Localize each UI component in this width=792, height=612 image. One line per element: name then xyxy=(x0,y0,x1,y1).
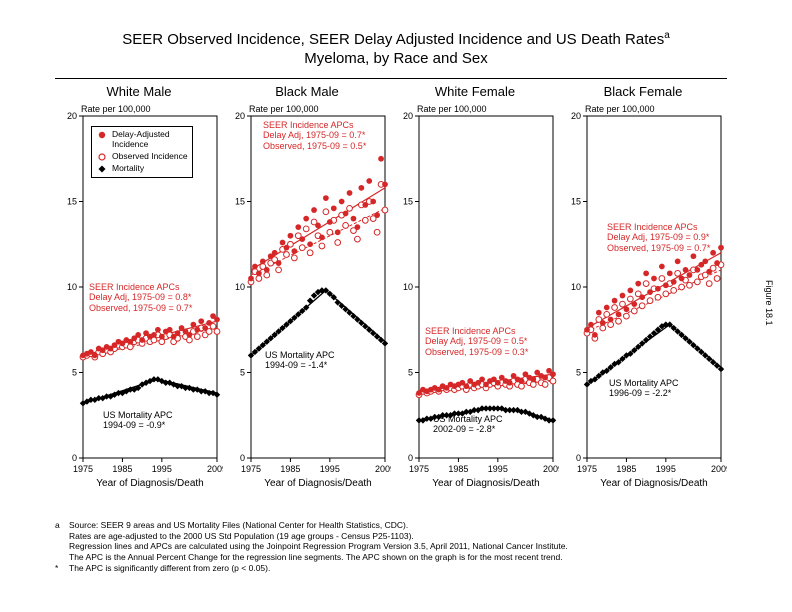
legend-label: Mortality xyxy=(112,164,144,174)
title-line2: Myeloma, by Race and Sex xyxy=(304,50,487,67)
svg-text:20: 20 xyxy=(67,111,77,121)
svg-text:10: 10 xyxy=(235,282,245,292)
diamond-icon xyxy=(96,164,108,174)
fn-a-0: Source: SEER 9 areas and US Mortality Fi… xyxy=(69,520,408,531)
panel-title: White Male xyxy=(55,82,223,101)
svg-text:2009: 2009 xyxy=(711,464,727,474)
svg-text:Rate per 100,000: Rate per 100,000 xyxy=(417,104,487,114)
side-caption: Figure 18.1 xyxy=(764,280,774,326)
svg-text:Rate per 100,000: Rate per 100,000 xyxy=(249,104,319,114)
panel-title: Black Male xyxy=(223,82,391,101)
legend-item: Observed Incidence xyxy=(96,152,188,162)
svg-text:1995: 1995 xyxy=(320,464,340,474)
incidence-apc-annot: SEER Incidence APCsDelay Adj, 1975-09 = … xyxy=(263,120,366,151)
mortality-apc-annot: US Mortality APC1996-09 = -2.2* xyxy=(609,378,679,399)
mortality-apc-annot: US Mortality APC2002-09 = -2.8* xyxy=(433,414,503,435)
fn-a-1: Rates are age-adjusted to the 2000 US St… xyxy=(69,531,414,542)
panel-3: Black Female 0 5 10 15 20 1975 1985 1995 2009 Rate… xyxy=(559,82,727,512)
svg-text:5: 5 xyxy=(408,368,413,378)
svg-text:1985: 1985 xyxy=(112,464,132,474)
footnotes: aSource: SEER 9 areas and US Mortality F… xyxy=(55,520,737,573)
svg-text:20: 20 xyxy=(235,111,245,121)
plot-svg: 0 5 10 15 20 1975 1985 1995 2009 Rate per 100,000… xyxy=(223,100,391,492)
svg-text:0: 0 xyxy=(576,453,581,463)
svg-text:5: 5 xyxy=(576,368,581,378)
svg-text:2009: 2009 xyxy=(375,464,391,474)
svg-text:15: 15 xyxy=(67,197,77,207)
legend-item: Mortality xyxy=(96,164,188,174)
legend-item: Delay-Adjusted Incidence xyxy=(96,130,188,150)
svg-text:Year of Diagnosis/Death: Year of Diagnosis/Death xyxy=(96,478,203,489)
svg-text:20: 20 xyxy=(571,111,581,121)
plot-svg: 0 5 10 15 20 1975 1985 1995 2009 Rate per 100,000… xyxy=(559,100,727,492)
svg-text:Rate per 100,000: Rate per 100,000 xyxy=(585,104,655,114)
filled-circle-icon xyxy=(96,130,108,140)
legend: Delay-Adjusted Incidence Observed Inciden… xyxy=(91,126,193,178)
svg-text:Year of Diagnosis/Death: Year of Diagnosis/Death xyxy=(600,478,707,489)
fn-star: The APC is significantly different from … xyxy=(69,563,270,574)
incidence-apc-annot: SEER Incidence APCsDelay Adj, 1975-09 = … xyxy=(607,222,710,253)
svg-text:15: 15 xyxy=(403,197,413,207)
svg-text:1975: 1975 xyxy=(409,464,429,474)
panel-2: White Female 0 5 10 15 20 1975 1985 1995 2009 Rate… xyxy=(391,82,559,512)
panel-title: Black Female xyxy=(559,82,727,101)
svg-text:0: 0 xyxy=(72,453,77,463)
svg-text:Year of Diagnosis/Death: Year of Diagnosis/Death xyxy=(432,478,539,489)
svg-text:1985: 1985 xyxy=(448,464,468,474)
svg-text:5: 5 xyxy=(72,368,77,378)
svg-text:0: 0 xyxy=(408,453,413,463)
panel-1: Black Male 0 5 10 15 20 1975 1985 1995 2009 Rate p… xyxy=(223,82,391,512)
page-title: SEER Observed Incidence, SEER Delay Adju… xyxy=(60,30,732,69)
svg-text:1975: 1975 xyxy=(241,464,261,474)
svg-text:5: 5 xyxy=(240,368,245,378)
mortality-apc-annot: US Mortality APC1994-09 = -1.4* xyxy=(265,350,335,371)
svg-text:20: 20 xyxy=(403,111,413,121)
svg-text:1985: 1985 xyxy=(616,464,636,474)
legend-label: Observed Incidence xyxy=(112,152,188,162)
svg-text:1995: 1995 xyxy=(488,464,508,474)
incidence-apc-annot: SEER Incidence APCsDelay Adj, 1975-09 = … xyxy=(89,282,192,313)
svg-text:2009: 2009 xyxy=(543,464,559,474)
title-sup: a xyxy=(664,30,670,41)
svg-text:15: 15 xyxy=(571,197,581,207)
svg-text:10: 10 xyxy=(67,282,77,292)
svg-text:2009: 2009 xyxy=(207,464,223,474)
legend-label: Delay-Adjusted Incidence xyxy=(112,130,188,150)
panels-container: White Male 0 5 10 15 20 1975 1985 1995 2009 Rate p… xyxy=(55,82,727,512)
fn-a-2: Regression lines and APCs are calculated… xyxy=(69,541,568,552)
title-rule xyxy=(55,78,727,79)
svg-text:0: 0 xyxy=(240,453,245,463)
svg-text:1975: 1975 xyxy=(73,464,93,474)
svg-text:10: 10 xyxy=(571,282,581,292)
svg-text:1985: 1985 xyxy=(280,464,300,474)
open-circle-icon xyxy=(96,152,108,162)
title-line1: SEER Observed Incidence, SEER Delay Adju… xyxy=(122,31,664,48)
svg-text:1995: 1995 xyxy=(656,464,676,474)
mortality-apc-annot: US Mortality APC1994-09 = -0.9* xyxy=(103,410,173,431)
svg-text:Year of Diagnosis/Death: Year of Diagnosis/Death xyxy=(264,478,371,489)
svg-text:15: 15 xyxy=(235,197,245,207)
panel-0: White Male 0 5 10 15 20 1975 1985 1995 2009 Rate p… xyxy=(55,82,223,512)
panel-title: White Female xyxy=(391,82,559,101)
svg-text:1995: 1995 xyxy=(152,464,172,474)
incidence-apc-annot: SEER Incidence APCsDelay Adj, 1975-09 = … xyxy=(425,326,528,357)
svg-text:10: 10 xyxy=(403,282,413,292)
svg-text:Rate per 100,000: Rate per 100,000 xyxy=(81,104,151,114)
fn-a-3: The APC is the Annual Percent Change for… xyxy=(69,552,563,563)
svg-text:1975: 1975 xyxy=(577,464,597,474)
